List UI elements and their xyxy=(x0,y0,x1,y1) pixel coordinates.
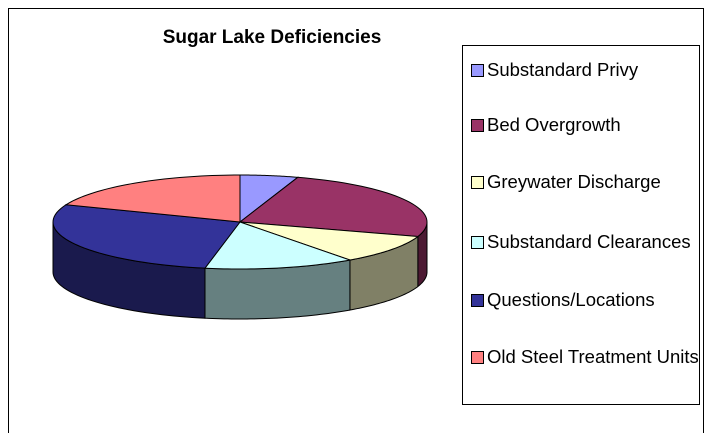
legend-swatch xyxy=(471,119,484,132)
legend-item: Substandard Privy xyxy=(471,59,702,81)
legend-label: Bed Overgrowth xyxy=(487,114,621,135)
legend-label: Old Steel Treatment Units xyxy=(487,346,699,367)
legend-swatch xyxy=(471,236,484,249)
legend: Substandard Privy Bed Overgrowth Greywater… xyxy=(462,45,700,405)
slice xyxy=(203,221,352,270)
legend-item: Substandard Clearances xyxy=(471,231,702,253)
legend-label: Questions/Locations xyxy=(487,289,655,310)
legend-swatch xyxy=(471,64,484,77)
slice xyxy=(238,176,428,238)
legend-swatch xyxy=(471,294,484,307)
chart: Sugar Lake Deficiencies xyxy=(52,27,428,320)
slice xyxy=(239,221,420,261)
slice xyxy=(64,174,241,223)
legend-label: Substandard Clearances xyxy=(487,231,691,252)
legend-item: Questions/Locations xyxy=(471,289,702,311)
legend-swatch xyxy=(471,176,484,189)
legend-label: Greywater Discharge xyxy=(487,171,661,192)
legend-swatch xyxy=(471,351,484,364)
legend-item: Greywater Discharge xyxy=(471,171,702,193)
legend-item: Bed Overgrowth xyxy=(471,114,702,136)
slice xyxy=(52,204,241,269)
chart-title: Sugar Lake Deficiencies xyxy=(163,27,382,48)
legend-item: Old Steel Treatment Units xyxy=(471,346,702,368)
legend-label: Substandard Privy xyxy=(487,59,639,80)
chart-frame xyxy=(8,8,704,433)
